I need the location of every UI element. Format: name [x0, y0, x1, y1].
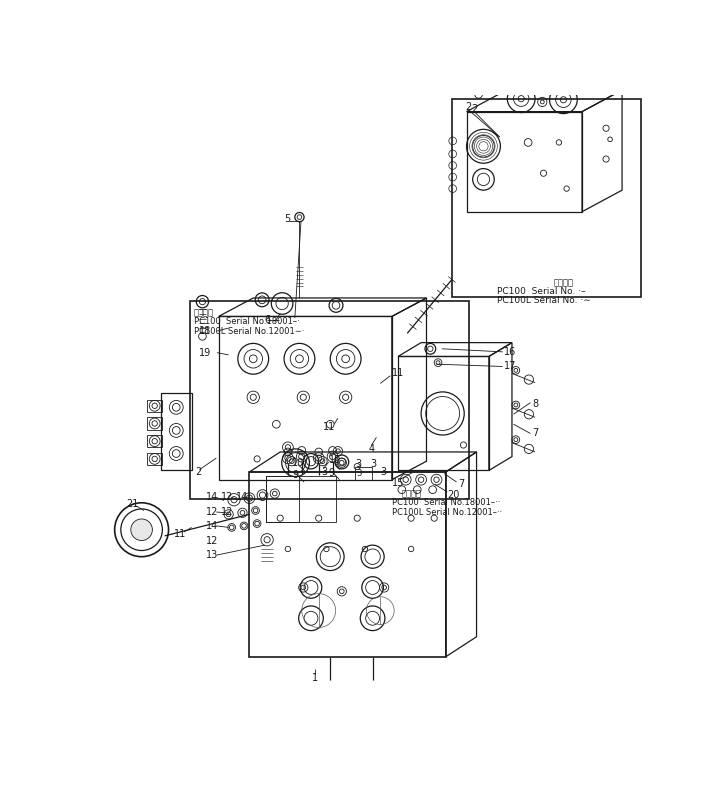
Bar — [249, 472, 446, 656]
Text: 7: 7 — [532, 428, 538, 439]
Circle shape — [131, 519, 152, 540]
Text: PC100L Serial No. ·∼: PC100L Serial No. ·∼ — [498, 296, 591, 305]
Bar — [147, 417, 162, 430]
Text: 17: 17 — [504, 361, 517, 372]
Text: 10: 10 — [329, 455, 341, 466]
Text: 16: 16 — [504, 347, 516, 357]
Text: PC100  Serial No. ·–: PC100 Serial No. ·– — [498, 287, 586, 297]
Text: 1: 1 — [312, 673, 318, 683]
Text: 13: 13 — [205, 550, 218, 560]
Text: 4: 4 — [369, 444, 375, 454]
Text: 9: 9 — [329, 468, 335, 478]
Text: 6: 6 — [264, 316, 270, 325]
Text: 3: 3 — [321, 467, 327, 477]
Bar — [161, 394, 192, 470]
Text: 5: 5 — [284, 215, 290, 224]
Bar — [147, 453, 162, 465]
Text: 通用号帧: 通用号帧 — [194, 308, 214, 317]
Text: 8: 8 — [532, 399, 538, 409]
Bar — [218, 316, 392, 480]
Bar — [147, 399, 162, 412]
Text: 19: 19 — [200, 348, 212, 357]
Text: 3: 3 — [381, 467, 386, 477]
Text: 14: 14 — [236, 492, 248, 503]
Text: 11: 11 — [174, 529, 186, 539]
Text: 2: 2 — [195, 467, 202, 477]
Text: PC100  Serial No.18001–·: PC100 Serial No.18001–· — [194, 317, 299, 327]
Text: 3: 3 — [370, 458, 376, 469]
Text: 12: 12 — [221, 507, 233, 517]
Text: 15: 15 — [392, 478, 404, 488]
Text: 18: 18 — [200, 326, 212, 336]
Text: PC100L Serial No.12001–··: PC100L Serial No.12001–·· — [392, 507, 502, 517]
Text: 14: 14 — [205, 521, 218, 531]
Text: 7: 7 — [458, 479, 465, 489]
Text: 2: 2 — [465, 102, 471, 112]
Text: 12: 12 — [221, 492, 233, 503]
Bar — [147, 435, 162, 447]
Text: 12: 12 — [205, 507, 218, 517]
Text: 11: 11 — [392, 368, 404, 379]
Text: PC100  Serial No.18001–··: PC100 Serial No.18001–·· — [392, 499, 500, 507]
Text: 通用号帧: 通用号帧 — [402, 489, 422, 498]
Text: 11: 11 — [322, 422, 335, 432]
Bar — [398, 357, 489, 470]
Text: 2: 2 — [471, 103, 477, 114]
Text: 通用号帧: 通用号帧 — [554, 279, 574, 288]
Bar — [355, 467, 372, 480]
Text: 12: 12 — [205, 537, 218, 546]
Text: 9: 9 — [292, 470, 299, 480]
Bar — [266, 476, 299, 522]
Bar — [467, 111, 582, 211]
Bar — [452, 99, 640, 297]
Text: 10: 10 — [292, 458, 304, 468]
Text: PC100L Serial No.12001∼·: PC100L Serial No.12001∼· — [194, 327, 304, 335]
Text: 21: 21 — [126, 499, 139, 510]
Text: 3: 3 — [356, 469, 362, 478]
Text: 3: 3 — [355, 458, 361, 469]
Bar — [190, 301, 469, 499]
Text: 20: 20 — [447, 490, 460, 500]
Bar — [266, 476, 335, 522]
Text: 14: 14 — [205, 492, 218, 503]
